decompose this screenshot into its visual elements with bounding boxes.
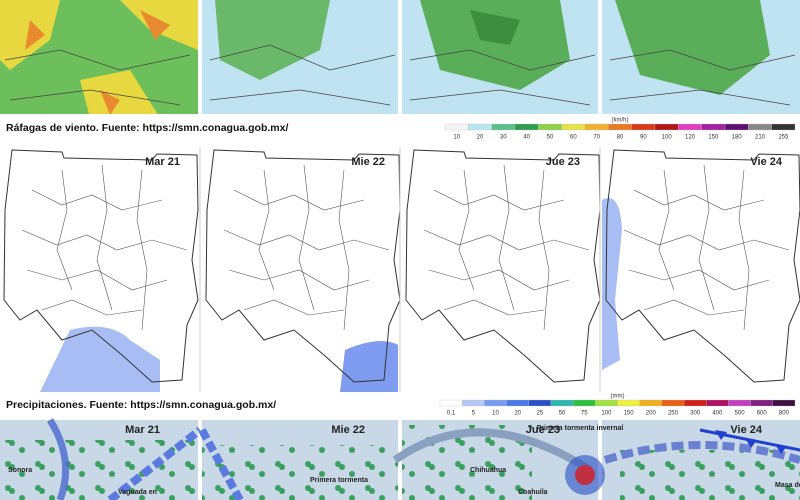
legend-swatch [584, 123, 609, 131]
legend-swatch [484, 399, 507, 407]
legend-label: 300 [690, 411, 701, 417]
legend-label: 70 [593, 135, 600, 141]
legend-label: 90 [640, 135, 647, 141]
legend-label: 25 [537, 411, 544, 417]
legend-label: 150 [708, 135, 719, 141]
precip-legend: (mm) 0.1 5 10 20 25 50 75 100 150 200 250 300 400 500 6… [439, 394, 796, 417]
forecast-maps [0, 418, 800, 500]
legend-label: 100 [601, 411, 612, 417]
legend-swatch [748, 123, 772, 131]
legend-swatch [439, 399, 463, 407]
legend-swatch [617, 399, 640, 407]
day-label: Mie 22 [331, 424, 365, 436]
legend-label: 20 [514, 411, 521, 417]
legend-label: 210 [755, 135, 766, 141]
day-label: Mar 21 [125, 424, 160, 436]
legend-label: 600 [757, 411, 768, 417]
legend-swatch [538, 123, 562, 131]
legend-swatch [639, 399, 663, 407]
legend-swatch [561, 123, 586, 131]
legend-swatch [514, 123, 539, 131]
legend-swatch [528, 399, 552, 407]
day-label: Vie 24 [730, 424, 762, 436]
legend-label: 20 [477, 135, 484, 141]
legend-swatch [750, 399, 773, 407]
legend-swatch [595, 399, 618, 407]
day-label: Mar 21 [145, 156, 180, 168]
legend-label: 180 [732, 135, 743, 141]
precip-maps [3, 148, 800, 392]
legend-label: 0.1 [447, 411, 456, 417]
legend-label: 120 [685, 135, 696, 141]
legend-label: 60 [570, 135, 577, 141]
legend-unit: (mm) [611, 394, 625, 400]
legend-swatch [572, 399, 596, 407]
legend-label: 150 [624, 411, 635, 417]
legend-swatch [462, 399, 485, 407]
wind-caption: Ráfagas de viento. Fuente: https://smn.c… [6, 122, 288, 134]
map-note: Primera tormenta invernal [537, 425, 624, 432]
legend-label: 800 [779, 411, 790, 417]
legend-swatch [654, 123, 679, 131]
legend-label: 250 [668, 411, 679, 417]
legend-label: 400 [712, 411, 723, 417]
legend-swatch [706, 399, 729, 407]
map-note: Coahuila [518, 489, 548, 496]
map-note: Masa de [775, 482, 800, 489]
legend-swatch [550, 399, 574, 407]
legend-swatch [661, 399, 685, 407]
wind-legend: (km/h) 10 20 30 40 50 60 70 80 90 100 120 150 180 210 2… [444, 118, 796, 141]
day-label: Vie 24 [750, 156, 782, 168]
legend-label: 500 [735, 411, 746, 417]
legend-label: 255 [778, 135, 789, 141]
legend-label: 10 [453, 135, 460, 141]
legend-label: 50 [559, 411, 566, 417]
legend-unit: (km/h) [612, 118, 629, 124]
legend-swatch [678, 123, 702, 131]
legend-swatch [728, 399, 751, 407]
map-note: Sonora [8, 467, 32, 474]
precip-caption: Precipitaciones. Fuente: https://smn.con… [6, 399, 276, 411]
legend-label: 200 [646, 411, 657, 417]
map-note: Vaguada en [118, 489, 157, 496]
legend-swatch [491, 123, 516, 131]
legend-label: 50 [547, 135, 554, 141]
day-label: Jue 23 [546, 156, 580, 168]
day-label: Jue 23 [526, 424, 560, 436]
legend-label: 80 [617, 135, 624, 141]
legend-swatch [506, 399, 529, 407]
legend-label: 30 [500, 135, 507, 141]
legend-swatch [772, 399, 796, 407]
legend-swatch [683, 399, 707, 407]
legend-label: 100 [662, 135, 673, 141]
map-note: Primera tormenta [310, 477, 368, 484]
legend-swatch [771, 123, 796, 131]
legend-swatch [608, 123, 632, 131]
legend-swatch [631, 123, 656, 131]
wind-maps [0, 0, 800, 118]
legend-label: 75 [581, 411, 588, 417]
legend-label: 10 [492, 411, 499, 417]
legend-label: 5 [472, 411, 476, 417]
day-label: Mie 22 [351, 156, 385, 168]
map-note: Chihuahua [470, 467, 506, 474]
legend-swatch [444, 123, 469, 131]
legend-swatch [468, 123, 492, 131]
legend-swatch [701, 123, 726, 131]
legend-label: 40 [523, 135, 530, 141]
legend-swatch [724, 123, 749, 131]
